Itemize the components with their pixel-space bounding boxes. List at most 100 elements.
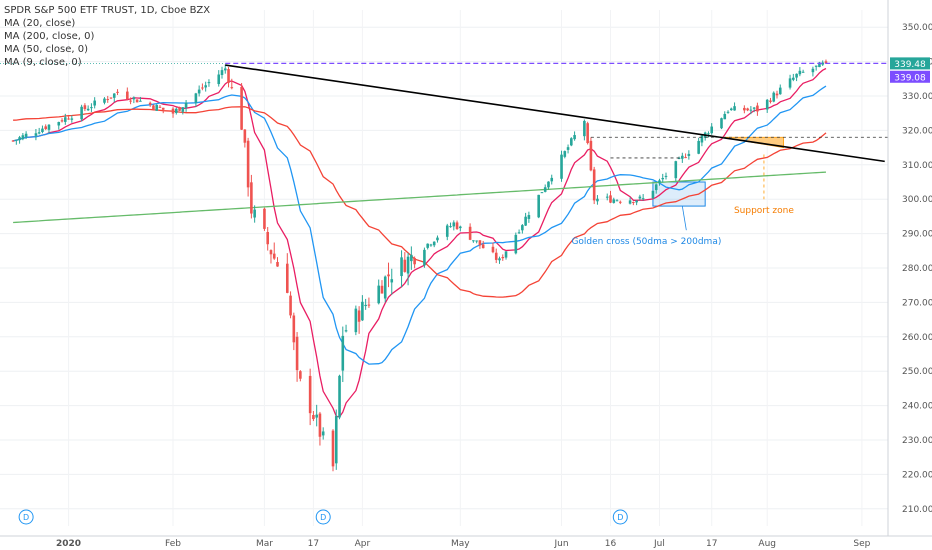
- candle-body: [707, 133, 710, 135]
- candle-body: [11, 140, 15, 142]
- candle-body: [174, 108, 178, 113]
- candle-body: [106, 99, 110, 101]
- candle-body: [452, 222, 456, 227]
- candle-body: [112, 93, 116, 98]
- candle-body: [321, 431, 325, 436]
- candle-body: [664, 175, 668, 177]
- candle-body: [641, 198, 645, 200]
- candle-body: [681, 155, 684, 159]
- candle-body: [733, 106, 736, 111]
- candle-body: [723, 113, 727, 120]
- candle-body: [596, 198, 599, 202]
- candle-body: [152, 105, 155, 110]
- candle-body: [798, 70, 802, 75]
- candle-body: [514, 234, 518, 254]
- candle-body: [403, 259, 407, 272]
- candle-body: [586, 123, 589, 144]
- candle-body: [566, 147, 570, 150]
- candle-body: [432, 241, 436, 246]
- candle-body: [184, 102, 188, 108]
- candle-body: [194, 93, 198, 103]
- candle-body: [243, 129, 247, 143]
- candle-body: [60, 120, 64, 122]
- candle-body: [15, 139, 18, 141]
- y-tick-label: 250.00: [902, 367, 932, 377]
- golden-cross-label: Golden cross (50dma > 200dma): [571, 237, 721, 247]
- trendline: [225, 64, 885, 163]
- candle-body: [638, 196, 642, 199]
- last-price-badge-text: 339.48: [894, 60, 926, 70]
- ma9-badge: [890, 70, 930, 83]
- candle-body: [801, 71, 805, 73]
- candle-body: [632, 201, 635, 203]
- legend-title: SPDR S&P 500 ETF TRUST, 1D, Cboe BZX: [4, 5, 211, 16]
- candle-body: [468, 226, 472, 240]
- candle-body: [811, 68, 815, 73]
- candle-body: [139, 100, 142, 102]
- candle-body: [246, 140, 250, 188]
- candle-body: [217, 74, 221, 85]
- x-tick-label: 2020: [56, 539, 81, 549]
- legend-ma9[interactable]: MA (9, close, 0): [4, 57, 82, 68]
- candle-body: [197, 89, 201, 94]
- candle-body: [223, 68, 227, 71]
- candle-body: [250, 182, 253, 214]
- candle-body: [459, 226, 462, 229]
- legend-ma200[interactable]: MA (200, close, 0): [4, 31, 95, 42]
- x-tick-label: Apr: [355, 539, 371, 549]
- candle-body: [521, 225, 524, 231]
- candle-body: [227, 69, 230, 83]
- candle-body: [57, 122, 61, 126]
- candle-body: [116, 91, 119, 93]
- candle-body: [387, 274, 390, 277]
- candle-body: [769, 100, 772, 102]
- candle-body: [67, 118, 70, 120]
- y-tick-label: 210.00: [902, 505, 932, 515]
- candle-body: [220, 70, 224, 76]
- candle-body: [491, 246, 495, 253]
- candle-body: [135, 99, 139, 103]
- candle-body: [44, 126, 48, 130]
- candle-body: [364, 304, 367, 307]
- candle-body: [93, 100, 96, 106]
- dividend-marker-label: D: [23, 513, 29, 522]
- candle-body: [103, 98, 106, 103]
- last-price-badge: [890, 57, 930, 70]
- candle-body: [517, 232, 521, 234]
- y-tick-label: 310.00: [902, 161, 932, 171]
- ma50-line: [13, 106, 827, 298]
- candle-body: [570, 138, 573, 146]
- candle-body: [367, 304, 371, 306]
- candle-body: [263, 208, 266, 229]
- candle-body: [609, 195, 612, 203]
- candle-body: [475, 240, 478, 242]
- candle-body: [109, 97, 113, 99]
- candle-body: [504, 251, 508, 258]
- y-tick-label: 280.00: [902, 264, 932, 274]
- candle-body: [592, 169, 596, 201]
- candle-body: [765, 99, 769, 110]
- candle-body: [795, 73, 798, 78]
- candle-body: [818, 62, 821, 68]
- legend-ma20[interactable]: MA (20, close): [4, 18, 76, 29]
- candle-body: [285, 263, 289, 293]
- support-zone-label: Support zone: [734, 206, 794, 216]
- candle-body: [449, 226, 452, 228]
- candle-body: [70, 118, 74, 120]
- candle-body: [821, 62, 825, 65]
- candle-body: [677, 157, 681, 159]
- candle-body: [654, 184, 658, 191]
- x-tick-label: Aug: [758, 539, 776, 549]
- candle-body: [201, 87, 204, 89]
- candle-body: [295, 336, 299, 371]
- candle-body: [752, 107, 756, 109]
- candle-body: [21, 135, 25, 140]
- candle-body: [331, 430, 335, 467]
- legend-ma50[interactable]: MA (50, close, 0): [4, 44, 89, 55]
- candle-body: [540, 192, 544, 194]
- candle-body: [83, 105, 87, 110]
- x-tick-label: Jun: [553, 539, 568, 549]
- candle-body: [612, 199, 616, 203]
- candle-body: [429, 244, 433, 246]
